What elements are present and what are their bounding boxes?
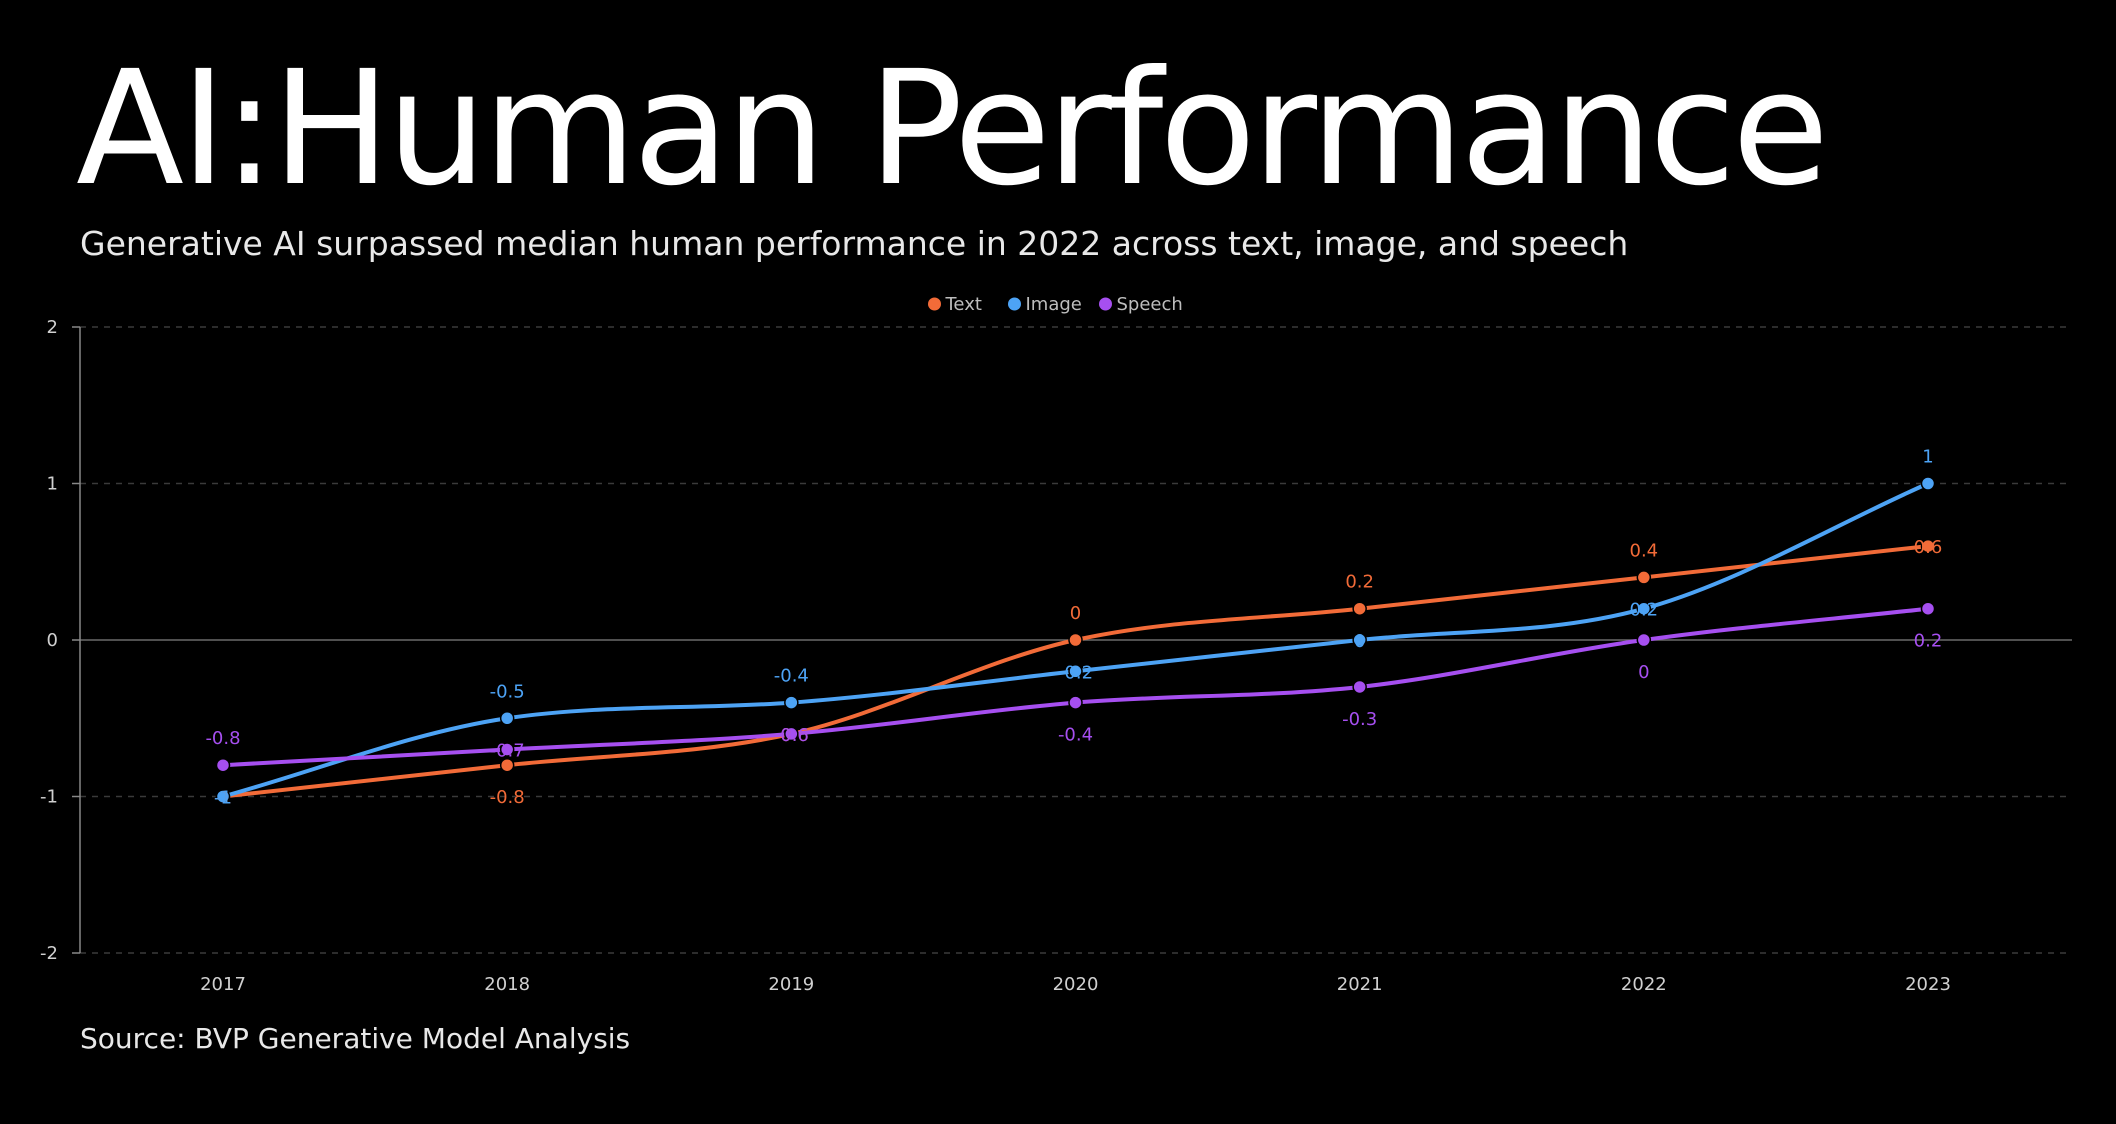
x-tick-label: 2023 — [1905, 974, 1951, 995]
series-lines — [215, 476, 1936, 804]
data-point-image — [215, 789, 231, 804]
data-point-image — [1352, 632, 1367, 648]
data-label-speech: -0.6 — [774, 725, 809, 746]
data-point-text — [499, 757, 515, 773]
x-tick-label: 2020 — [1053, 974, 1099, 995]
data-point-image — [1068, 664, 1083, 679]
legend-label: Image — [1026, 294, 1082, 315]
data-label-speech: -0.7 — [490, 741, 525, 762]
data-label-speech: 0.2 — [1914, 631, 1943, 652]
legend-marker — [1099, 297, 1112, 311]
data-label-speech: -0.4 — [1058, 725, 1093, 746]
chart-subtitle: Generative AI surpassed median human per… — [80, 224, 1629, 263]
data-label-speech: 0 — [1638, 662, 1649, 683]
legend-label: Text — [945, 294, 982, 315]
data-label-image: 0.2 — [1630, 600, 1659, 621]
data-label-text: -1 — [214, 788, 232, 809]
data-point-speech — [215, 757, 231, 773]
x-tick-label: 2021 — [1337, 974, 1383, 995]
data-labels: -1-1-0.8-0.8-0.5-0.7-0.6-0.4-0.60-0.2-0.… — [205, 447, 1942, 809]
data-point-text — [1068, 632, 1083, 648]
data-label-image: -0.2 — [1058, 662, 1093, 683]
axes: 2 1 0 -1 -2 2017 2018 2019 2020 2021 2022 2023 — [40, 317, 1951, 995]
data-label-text: -0.6 — [774, 725, 809, 746]
data-point-text — [1920, 538, 1936, 554]
data-label-text: 0.4 — [1630, 540, 1659, 561]
x-tick-label: 2017 — [200, 974, 246, 995]
x-tick-label: 2018 — [484, 974, 530, 995]
x-tick-label: 2019 — [768, 974, 814, 995]
data-label-image: 0 — [1354, 631, 1365, 652]
y-tick-label: 2 — [47, 317, 58, 338]
data-label-speech: -0.3 — [1342, 709, 1377, 730]
data-point-image — [784, 695, 799, 710]
y-tick-label: 0 — [47, 630, 58, 651]
data-label-text: -0.8 — [490, 787, 525, 808]
chart-title: AI:Human Performance — [76, 37, 1829, 221]
data-point-speech — [1352, 679, 1367, 695]
data-point-speech — [1920, 601, 1936, 616]
data-label-text: 0.6 — [1914, 537, 1943, 558]
data-point-speech — [1636, 632, 1652, 648]
x-tick-label: 2022 — [1621, 974, 1667, 995]
data-point-image — [499, 711, 515, 726]
data-label-image: 1 — [1922, 447, 1933, 468]
data-point-image — [1920, 476, 1936, 491]
data-point-speech — [499, 742, 515, 757]
data-point-image — [1636, 601, 1652, 616]
legend-marker — [928, 297, 941, 311]
data-label-image: -1 — [214, 788, 232, 809]
data-label-text: 0.2 — [1345, 572, 1374, 593]
legend-marker — [1008, 297, 1021, 311]
data-point-speech — [784, 726, 799, 742]
y-tick-label: 1 — [47, 474, 58, 495]
data-label-text: 0 — [1070, 603, 1081, 624]
data-label-image: -0.4 — [774, 666, 809, 687]
data-label-image: -0.5 — [490, 681, 525, 702]
data-point-text — [1636, 570, 1652, 585]
legend-label: Speech — [1117, 294, 1183, 315]
data-point-speech — [1068, 695, 1083, 710]
data-label-speech: -0.8 — [205, 728, 240, 749]
source-note: Source: BVP Generative Model Analysis — [80, 1022, 631, 1055]
legend: Text Image Speech — [928, 294, 1183, 315]
y-tick-label: -1 — [40, 787, 58, 808]
data-point-text — [1352, 601, 1367, 616]
y-tick-label: -2 — [40, 943, 58, 964]
